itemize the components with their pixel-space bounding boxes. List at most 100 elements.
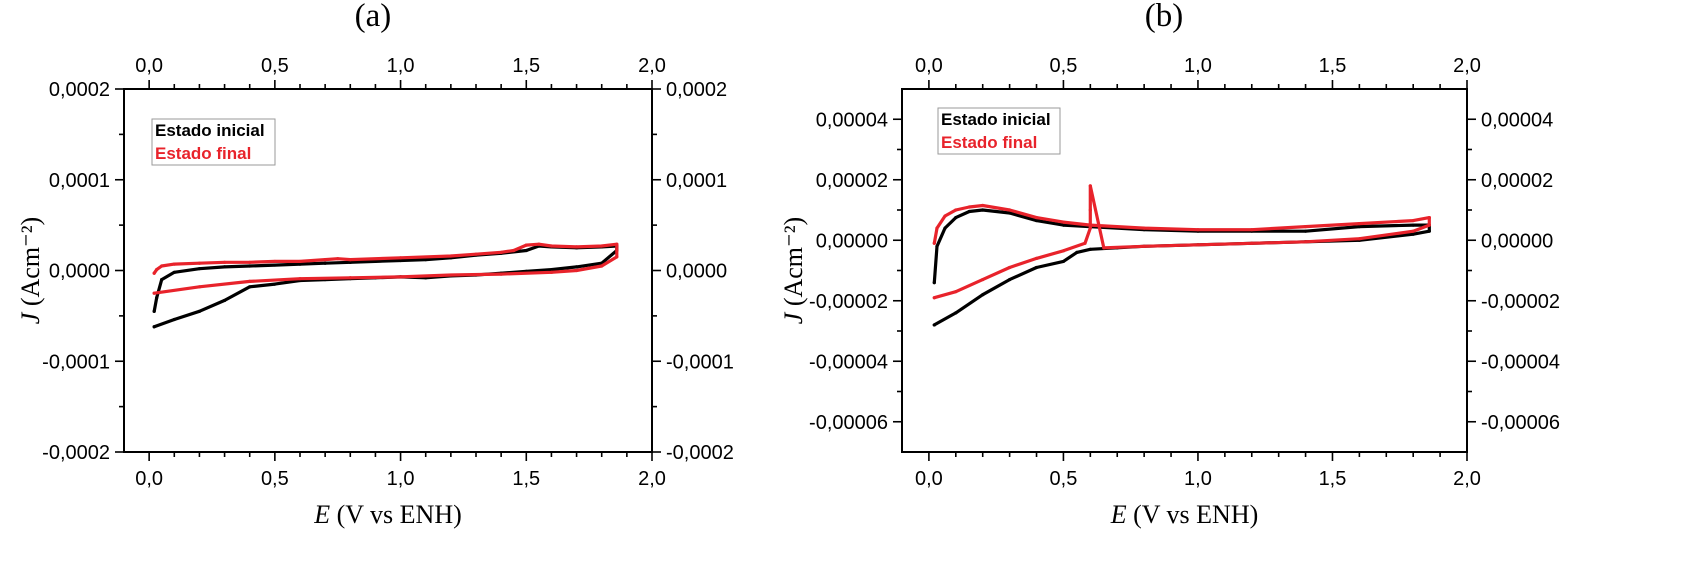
data-point: [160, 264, 164, 268]
series-1: [152, 242, 619, 295]
data-point: [549, 267, 554, 272]
data-point: [1034, 215, 1039, 220]
y-tick-label-right: 0,0002: [666, 79, 727, 101]
y-tick-label-left: 0,00002: [816, 170, 888, 192]
data-point: [981, 203, 985, 208]
data-point: [298, 259, 302, 264]
x-tick-label-bottom: 0,0: [915, 468, 943, 490]
data-point: [474, 252, 478, 256]
data-point: [323, 261, 327, 265]
data-point: [615, 255, 619, 259]
data-point: [1411, 223, 1415, 227]
legend: Estado inicial Estado final: [937, 107, 1061, 155]
data-point: [932, 281, 936, 285]
y-tick-label-right: 0,0000: [666, 261, 727, 283]
legend-entry: Estado inicial: [155, 121, 265, 140]
y-tick-label-left: 0,0002: [49, 79, 110, 101]
data-point: [1088, 184, 1092, 188]
data-point: [600, 264, 604, 268]
data-point: [1411, 229, 1415, 233]
x-axis-title-unit: (V vs ENH): [1127, 500, 1259, 529]
data-point: [1088, 208, 1092, 212]
y-tick-label-right: 0,00000: [1481, 230, 1553, 252]
data-point: [1061, 220, 1066, 224]
data-point: [1034, 256, 1039, 260]
y-axis-title: J (Acm⁻²): [16, 217, 45, 324]
y-tick-label-left: -0,0002: [42, 442, 110, 464]
data-point: [152, 309, 156, 313]
y-axis-title-symbol: J: [779, 311, 808, 324]
data-point: [932, 323, 936, 327]
y-tick-label-left: 0,0001: [49, 170, 110, 192]
y-tick-label-left: -0,00004: [809, 351, 888, 373]
y-tick-label-left: 0,00004: [816, 109, 888, 131]
chart-panel-a: (a)0,00,00,50,51,01,01,51,52,02,0-0,0002…: [16, 0, 734, 529]
data-point: [172, 262, 176, 266]
data-point: [1357, 222, 1361, 226]
y-tick-label-right: -0,0002: [666, 442, 734, 464]
data-point: [1083, 241, 1087, 245]
data-point: [348, 258, 352, 262]
data-point: [954, 215, 958, 220]
data-point: [348, 260, 352, 264]
data-point: [499, 272, 503, 276]
legend-entry: Estado final: [155, 144, 251, 163]
legend-entry: Estado final: [941, 133, 1037, 152]
data-point: [1142, 244, 1146, 248]
data-point: [373, 259, 378, 264]
data-point: [1303, 240, 1308, 244]
data-point: [1250, 241, 1254, 245]
x-tick-label-bottom: 0,0: [135, 468, 163, 490]
data-point: [524, 243, 528, 247]
x-tick-label-top: 0,5: [261, 55, 289, 77]
data-point: [273, 282, 277, 286]
y-tick-label-right: -0,0001: [666, 351, 734, 373]
y-tick-label-left: 0,0000: [49, 261, 110, 283]
data-point: [1008, 208, 1012, 212]
data-point: [248, 264, 252, 268]
data-point: [449, 254, 453, 258]
data-point: [398, 275, 403, 279]
data-point: [323, 258, 327, 262]
data-point: [197, 309, 202, 313]
panel-label: (a): [355, 0, 392, 34]
data-point: [574, 245, 579, 249]
x-tick-label-bottom: 2,0: [638, 468, 666, 490]
legend-frame: [937, 107, 1061, 155]
x-tick-label-bottom: 1,5: [1319, 468, 1347, 490]
data-point: [954, 311, 958, 315]
data-point: [935, 244, 939, 248]
x-tick-label-bottom: 1,0: [387, 468, 415, 490]
data-point: [172, 317, 176, 322]
data-point: [152, 325, 156, 329]
data-point: [943, 226, 947, 230]
x-tick-label-bottom: 1,5: [512, 468, 540, 490]
x-tick-label-top: 2,0: [1453, 55, 1481, 77]
x-tick-label-bottom: 0,5: [1050, 468, 1078, 490]
data-point: [298, 277, 302, 281]
data-point: [197, 267, 202, 271]
data-point: [1196, 228, 1200, 232]
data-point: [1075, 250, 1079, 254]
x-axis-title: E (V vs ENH): [1110, 500, 1259, 529]
data-point: [524, 248, 528, 253]
data-point: [981, 293, 985, 297]
data-point: [1357, 225, 1361, 229]
data-point: [1102, 246, 1106, 250]
data-point: [967, 205, 971, 209]
data-point: [449, 273, 453, 277]
data-point: [1061, 259, 1066, 264]
data-point: [248, 279, 252, 283]
legend: Estado inicial Estado final: [151, 118, 276, 166]
data-point: [1427, 215, 1431, 220]
data-point: [1427, 223, 1431, 227]
data-point: [273, 259, 277, 264]
y-tick-label-right: -0,00002: [1481, 291, 1560, 313]
y-tick-label-left: 0,00000: [816, 230, 888, 252]
data-point: [1061, 249, 1066, 253]
data-point: [298, 262, 302, 266]
data-point: [273, 263, 277, 267]
data-point: [981, 277, 985, 282]
data-point: [1303, 225, 1308, 229]
